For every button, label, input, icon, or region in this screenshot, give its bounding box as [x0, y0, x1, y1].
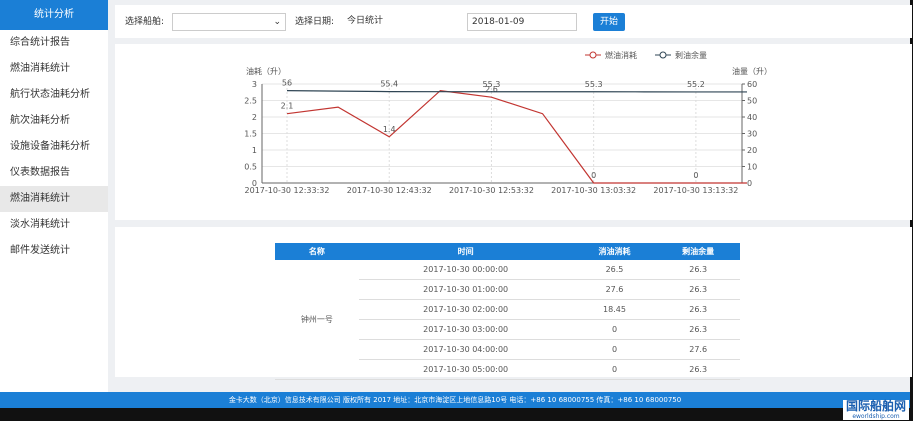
- watermark-url: eworldship.com: [852, 413, 900, 420]
- x-tick-label: 2017-10-30 12:43:32: [347, 186, 432, 195]
- watermark: 国际船舶网 eworldship.com: [842, 399, 909, 420]
- cell: 2017-10-30 02:00:00: [358, 299, 573, 320]
- table-panel: 名称 时间 消油消耗 剩油余量 钟州一号 2017-10-30 00:00:00 26.5 2…: [115, 227, 912, 380]
- data-label: 1.4: [383, 125, 396, 134]
- cell: 2017-10-30 01:00:00: [358, 279, 573, 300]
- x-tick-label: 2017-10-30 12:53:32: [449, 186, 534, 195]
- y-tick-label: 0.5: [244, 163, 257, 172]
- y-tick-label: 2.5: [244, 97, 257, 106]
- date-input[interactable]: 2018-01-09: [467, 13, 577, 31]
- cell: 0: [572, 319, 657, 340]
- cell: 2017-10-30 05:00:00: [358, 359, 573, 380]
- y2-tick-label: 50: [747, 97, 757, 106]
- data-label: 0: [693, 171, 698, 180]
- data-table: 名称 时间 消油消耗 剩油余量 钟州一号 2017-10-30 00:00:00 26.5 2…: [275, 243, 740, 380]
- cell: 2017-10-30 00:00:00: [358, 260, 573, 280]
- name-cell: 钟州一号: [275, 260, 359, 380]
- value: 今日统计: [347, 16, 384, 26]
- footer: 金卡大数（北京）信息技术有限公司 版权所有 2017 地址：北京市海淀区上地信息…: [0, 392, 910, 408]
- y2-tick-label: 10: [747, 163, 757, 172]
- chart-panel: 0 0.5 1 1.5 2 2.5 3 0 10 20 30 40 50 60 油耗（升） 油量（升） 2017…: [115, 44, 912, 220]
- ship-select[interactable]: ⌄: [172, 13, 286, 31]
- y2-tick-label: 0: [747, 179, 752, 188]
- y-axis-label: 油耗（升）: [246, 66, 286, 76]
- y-tick-label: 1: [252, 146, 257, 155]
- series-line: [286, 90, 747, 93]
- y2-tick-label: 20: [747, 146, 757, 155]
- cell: 27.6: [572, 279, 657, 300]
- cell: 0: [572, 359, 657, 380]
- cell: 26.5: [572, 260, 657, 280]
- data-label: 0: [591, 171, 596, 180]
- table-row: 2017-10-30 02:00:00 18.45 26.3: [275, 299, 740, 320]
- y2-axis-label: 油量（升）: [732, 66, 772, 76]
- menu-item[interactable]: 淡水消耗统计: [10, 219, 70, 230]
- x-tick-label: 2017-10-30 13:03:32: [551, 186, 636, 195]
- table-row: 钟州一号 2017-10-30 00:00:00 26.5 26.3: [275, 260, 740, 380]
- value: 2018-01-09: [472, 17, 525, 27]
- table-row: 2017-10-30 03:00:00 0 26.3: [275, 319, 740, 340]
- menu-item[interactable]: 燃油消耗统计: [10, 63, 70, 74]
- menu-item[interactable]: 燃油消耗统计: [0, 186, 108, 212]
- column-header: 时间: [358, 243, 573, 260]
- y-tick-label: 1.5: [244, 130, 257, 139]
- legend-label: 剩油余量: [675, 50, 707, 60]
- data-label: 56: [282, 79, 292, 88]
- x-tick-label: 2017-10-30 13:13:32: [653, 186, 738, 195]
- cell: 2017-10-30 04:00:00: [358, 339, 573, 360]
- data-label: 2.6: [485, 85, 498, 94]
- label: 选择日期:: [295, 17, 335, 27]
- cell: 26.3: [656, 260, 740, 280]
- data-label: 55.4: [380, 80, 398, 89]
- cell: 26.3: [656, 299, 740, 320]
- y2-tick-label: 60: [747, 80, 757, 89]
- cell: 26.3: [656, 279, 740, 300]
- menu-item[interactable]: 航行状态油耗分析: [10, 89, 90, 100]
- data-label: 55.3: [585, 80, 603, 89]
- watermark-title: 国际船舶网: [845, 399, 906, 413]
- table-row: 2017-10-30 01:00:00 27.6 26.3: [275, 279, 740, 300]
- cell: 2017-10-30 03:00:00: [358, 319, 573, 340]
- cell: 18.45: [572, 299, 657, 320]
- y-tick-label: 2: [252, 113, 257, 122]
- date-mode-select[interactable]: 今日统计: [343, 13, 451, 29]
- y2-tick-label: 30: [747, 130, 757, 139]
- y-tick-label: 3: [252, 80, 257, 89]
- table-row: 2017-10-30 05:00:00 0 26.3: [275, 359, 740, 380]
- menu-item[interactable]: 仪表数据报告: [10, 167, 70, 178]
- y2-tick-label: 40: [747, 113, 757, 122]
- y-tick-label: 0: [252, 179, 257, 188]
- sidebar: 统计分析 综合统计报告 燃油消耗统计 航行状态油耗分析 航次油耗分析 设施设备油耗分析仪…: [0, 0, 108, 392]
- menu-item[interactable]: 综合统计报告: [10, 37, 70, 48]
- legend-label: 燃油消耗: [605, 50, 637, 60]
- menu-item[interactable]: 设施设备油耗分析: [10, 141, 90, 152]
- label: 选择船舶:: [125, 17, 165, 27]
- sidebar-title: 统计分析: [0, 0, 108, 30]
- column-header: 消油消耗: [572, 243, 657, 260]
- table-row: 2017-10-30 04:00:00 0 27.6: [275, 339, 740, 360]
- menu-item[interactable]: 航次油耗分析: [10, 115, 70, 126]
- app: 统计分析 综合统计报告 燃油消耗统计 航行状态油耗分析 航次油耗分析 设施设备油耗分析仪…: [0, 0, 912, 408]
- x-tick-label: 2017-10-30 12:33:32: [245, 186, 330, 195]
- cell: 0: [572, 339, 657, 360]
- menu-item[interactable]: 邮件发送统计: [10, 245, 70, 256]
- data-label: 55.2: [687, 80, 705, 89]
- data-label: 2.1: [281, 102, 294, 111]
- cell: 26.3: [656, 359, 740, 380]
- start-button[interactable]: 开始: [593, 13, 626, 31]
- cell: 26.3: [656, 319, 740, 340]
- series-line: [286, 89, 747, 184]
- cell: 27.6: [656, 339, 740, 360]
- legend-marker: [589, 51, 597, 59]
- data-label: 55.3: [483, 80, 501, 89]
- column-header: 剩油余量: [656, 243, 740, 260]
- column-header: 名称: [275, 243, 359, 260]
- filter-bar: 选择船舶: ⌄ 选择日期: 今日统计 2018-01-09 开始: [115, 5, 912, 38]
- legend-marker: [659, 51, 667, 59]
